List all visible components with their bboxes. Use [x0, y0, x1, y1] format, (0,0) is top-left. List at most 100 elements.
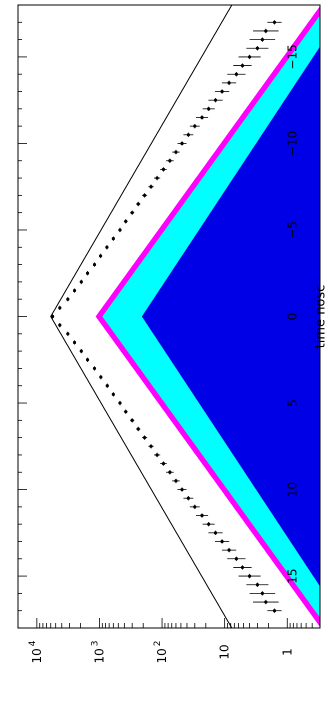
data-point	[118, 400, 122, 406]
y-tick-label: 103	[90, 640, 106, 663]
y-tick-base: 10	[92, 648, 106, 663]
x-tick-label: 15	[286, 568, 300, 583]
data-point	[166, 158, 174, 163]
data-point	[202, 106, 215, 112]
data-marker	[220, 539, 224, 544]
fit-line-0	[50, 4, 233, 629]
data-point	[136, 426, 141, 432]
data-marker	[99, 375, 103, 379]
data-point	[253, 599, 279, 605]
data-point	[183, 496, 194, 501]
data-marker	[207, 107, 211, 111]
data-point	[142, 193, 148, 198]
y-tick-base: 10	[218, 644, 232, 659]
data-marker	[193, 505, 197, 509]
data-marker	[161, 167, 166, 172]
x-axis-ticks: −15 −10 −5 0 5 10 15	[18, 4, 300, 629]
data-marker	[260, 38, 264, 42]
data-marker	[234, 557, 238, 561]
data-marker	[234, 72, 238, 76]
data-point	[79, 348, 83, 354]
data-point	[118, 227, 122, 233]
data-marker	[118, 401, 122, 405]
data-marker	[79, 349, 83, 353]
y-tick-label: 1	[280, 648, 294, 656]
data-marker	[247, 55, 252, 59]
y-tick-base: 10	[155, 648, 169, 663]
data-marker	[174, 479, 178, 483]
x-tick-label: −15	[286, 44, 300, 69]
data-marker	[200, 115, 204, 120]
data-point	[195, 115, 209, 120]
data-marker	[161, 461, 166, 466]
data-marker	[186, 133, 190, 137]
data-marker	[130, 211, 134, 215]
data-marker	[180, 141, 184, 146]
data-point	[233, 565, 252, 570]
data-marker	[240, 63, 245, 68]
data-point	[267, 608, 282, 613]
data-point	[202, 521, 215, 527]
data-marker	[264, 600, 268, 604]
data-point	[172, 149, 180, 155]
x-axis-label: time nosc	[314, 285, 329, 349]
data-point	[142, 435, 148, 440]
data-point	[51, 314, 55, 319]
data-marker	[136, 427, 140, 431]
data-marker	[227, 81, 231, 85]
data-marker	[136, 202, 140, 206]
data-marker	[247, 574, 252, 578]
data-point	[160, 461, 167, 466]
data-point	[172, 478, 180, 484]
data-point	[99, 374, 103, 380]
data-point	[123, 219, 128, 224]
data-point	[148, 444, 154, 449]
x-tick-label: −10	[286, 131, 300, 156]
data-point	[92, 366, 97, 371]
data-point	[105, 383, 109, 388]
data-marker	[118, 228, 122, 232]
data-point	[85, 357, 90, 362]
data-marker	[111, 392, 115, 396]
data-marker	[149, 185, 153, 189]
data-marker	[240, 565, 245, 570]
data-marker	[92, 262, 97, 267]
data-point	[154, 175, 161, 181]
data-marker	[174, 150, 178, 154]
areas-layer	[95, 5, 321, 628]
data-marker	[272, 20, 277, 24]
data-marker	[200, 513, 204, 518]
data-marker	[220, 89, 224, 94]
y-tick-label: 10	[218, 644, 232, 659]
x-tick-label: 0	[286, 313, 300, 321]
data-marker	[111, 237, 115, 241]
data-marker	[260, 591, 264, 595]
data-marker	[213, 98, 218, 102]
data-point	[195, 513, 209, 518]
data-marker	[143, 436, 147, 440]
data-marker	[168, 159, 172, 163]
data-point	[66, 296, 70, 302]
data-point	[214, 89, 230, 94]
data-marker	[105, 384, 109, 388]
data-marker	[186, 496, 190, 500]
data-point	[249, 591, 276, 596]
data-marker	[92, 366, 97, 371]
data-point	[105, 245, 109, 250]
data-marker	[58, 323, 62, 327]
x-tick-label: −5	[286, 221, 300, 239]
data-point	[238, 54, 261, 60]
data-point	[72, 340, 77, 345]
data-marker	[227, 548, 231, 552]
data-marker	[98, 254, 103, 258]
data-marker	[207, 522, 211, 526]
data-point	[148, 184, 154, 189]
data-marker	[58, 306, 62, 310]
data-point	[111, 392, 115, 397]
data-marker	[155, 176, 159, 180]
data-point	[177, 487, 187, 492]
data-point	[136, 201, 141, 207]
data-point	[227, 72, 246, 77]
data-marker	[272, 609, 277, 613]
